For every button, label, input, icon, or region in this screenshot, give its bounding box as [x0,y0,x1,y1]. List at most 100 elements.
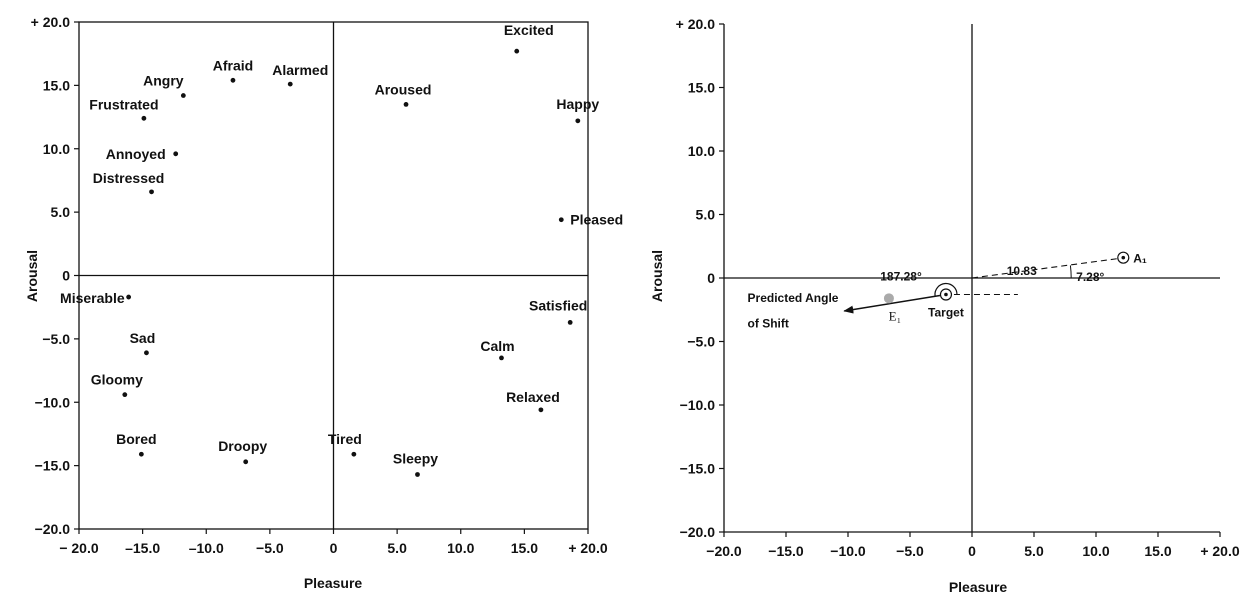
left-y-tick-label: −20.0 [35,521,71,537]
left-point-satisfied [567,319,573,325]
right-x-tick-label: 5.0 [1024,543,1044,559]
right-y-ticks: + 20.0 15.0 10.0 5.0 0 −5.0 −10.0 −15.0 −20.0 [676,16,724,540]
predicted-shift-arrow [843,294,941,314]
right-x-tick-label: 10.0 [1082,543,1109,559]
left-x-tick-label: 10.0 [447,540,474,556]
left-point-label-relaxed: Relaxed [506,389,560,405]
left-y-tick-label: −15.0 [35,458,71,474]
right-y-tick-label: −5.0 [687,334,715,350]
right-x-tick-label: 15.0 [1144,543,1171,559]
left-point-alarmed [287,81,293,87]
point-e1-label: E₁ [889,308,901,323]
left-x-tick-label: −5.0 [256,540,284,556]
distance-label: 10.83 [1007,264,1037,278]
left-x-ticks: − 20.0 –15.0 –10.0 −5.0 0 5.0 10.0 15.0 + 20.0 [59,529,608,556]
angle-shift-label: 187.28° [880,270,922,284]
left-y-tick-label: + 20.0 [31,14,71,30]
left-point-label-tired: Tired [328,431,362,447]
right-y-tick-label: −10.0 [680,397,716,413]
left-point-gloomy [122,392,128,398]
right-x-tick-label: 0 [968,543,976,559]
left-point-pleased [558,217,564,223]
left-point-label-pleased: Pleased [570,212,623,228]
left-point-label-satisfied: Satisfied [529,297,587,313]
left-x-tick-label: 15.0 [511,540,538,556]
right-y-tick-label: 15.0 [688,80,715,96]
right-points: A₁ Target E₁ [883,251,1147,323]
dashed-line-to-A1 [971,258,1118,279]
left-y-tick-label: 0 [62,268,70,284]
left-point-label-bored: Bored [116,431,156,447]
left-point-annoyed [173,151,179,157]
left-point-label-frustrated: Frustrated [89,96,158,112]
right-y-tick-label: 10.0 [688,143,715,159]
left-point-label-distressed: Distressed [93,170,165,186]
left-point-afraid [230,77,236,83]
right-x-tick-label: + 20.0 [1200,543,1240,559]
predicted-angle-label-line1: Predicted Angle [748,291,839,305]
left-point-droopy [243,459,249,465]
left-y-axis-label: Arousal [24,250,40,302]
left-point-miserable [126,294,132,300]
left-point-label-sad: Sad [130,330,156,346]
left-x-tick-label: + 20.0 [568,540,608,556]
right-y-tick-label: 5.0 [696,207,716,223]
right-y-tick-label: + 20.0 [676,16,716,32]
left-x-tick-label: –15.0 [125,540,160,556]
left-x-tick-label: 0 [330,540,338,556]
point-a1 [1121,255,1126,260]
left-point-label-annoyed: Annoyed [106,146,166,162]
left-y-tick-label: 5.0 [51,204,71,220]
right-x-axis-label: Pleasure [949,579,1008,595]
left-point-happy [575,118,581,124]
left-point-label-afraid: Afraid [213,57,253,73]
right-y-tick-label: −20.0 [680,524,716,540]
left-point-label-alarmed: Alarmed [272,62,328,78]
left-point-aroused [403,101,409,107]
right-x-tick-label: −5.0 [896,543,924,559]
left-point-frustrated [141,115,147,121]
right-y-axis-label: Arousal [649,250,665,302]
left-point-label-calm: Calm [480,338,514,354]
left-y-tick-label: 15.0 [43,77,70,93]
left-point-label-sleepy: Sleepy [393,450,438,466]
left-point-label-miserable: Miserable [60,290,125,306]
left-y-tick-label: 10.0 [43,141,70,157]
right-x-tick-label: −10.0 [830,543,866,559]
point-target-label: Target [928,306,964,320]
left-x-tick-label: –10.0 [189,540,224,556]
left-point-relaxed [538,407,544,413]
left-chart: − 20.0 –15.0 –10.0 −5.0 0 5.0 10.0 15.0 + 20.0 +… [24,14,623,591]
left-point-angry [180,93,186,98]
right-x-tick-label: −20.0 [706,543,742,559]
left-y-tick-label: −10.0 [35,394,71,410]
left-point-label-droopy: Droopy [218,438,267,454]
point-e1 [883,293,894,304]
left-x-tick-label: − 20.0 [59,540,99,556]
right-x-tick-label: −15.0 [768,543,804,559]
point-a1-label: A₁ [1133,252,1147,266]
point-target [944,292,948,297]
left-points: Excited Afraid Alarmed Angry Aroused Frustrat… [60,22,623,477]
left-point-label-happy: Happy [556,96,599,112]
right-y-tick-label: 0 [707,270,715,286]
predicted-angle-label-line2: of Shift [748,317,789,331]
right-x-ticks: −20.0 −15.0 −10.0 −5.0 0 5.0 10.0 15.0 + 20.0 [706,532,1240,559]
left-point-label-gloomy: Gloomy [91,372,143,388]
right-y-tick-label: −15.0 [680,461,716,477]
left-y-tick-label: −5.0 [42,331,70,347]
a1-angle-arc [1069,265,1072,279]
right-chart: −20.0 −15.0 −10.0 −5.0 0 5.0 10.0 15.0 + 20.0 + … [649,16,1240,595]
left-y-ticks: + 20.0 15.0 10.0 5.0 0 −5.0 −10.0 −15.0 −20.0 [31,14,79,537]
left-point-label-angry: Angry [143,73,184,89]
left-point-distressed [149,189,154,195]
left-x-axis-label: Pleasure [304,575,363,591]
left-x-tick-label: 5.0 [387,540,407,556]
left-point-bored [138,451,144,457]
shift-angle-arc [934,282,958,296]
left-point-sad [144,350,149,356]
left-point-label-excited: Excited [504,22,554,38]
left-point-excited [514,48,520,54]
left-point-tired [351,451,357,457]
